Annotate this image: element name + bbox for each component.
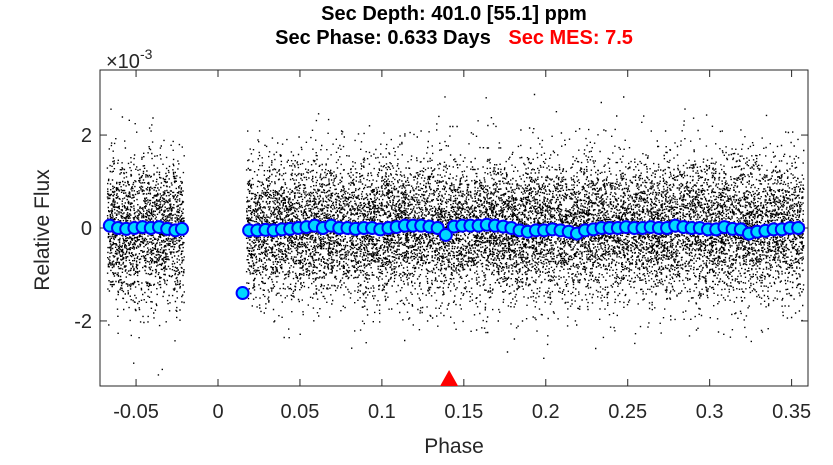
x-tick-label: 0.35 — [772, 401, 811, 423]
binned-point — [438, 227, 453, 242]
chart-title: Sec Depth: 401.0 [55.1] ppm Sec Phase: 0… — [100, 2, 808, 50]
y-exponent-base: ×10 — [106, 51, 140, 73]
x-tick-label: 0 — [212, 401, 223, 423]
binned-point — [174, 221, 189, 236]
y-exponent-power: -3 — [140, 46, 153, 62]
x-tick-label: 0.2 — [532, 401, 560, 423]
x-tick-label: 0.1 — [368, 401, 396, 423]
axis-ticks: -0.05 0 0.05 0.1 0.15 0.2 0.25 0.3 0.35 -2 0 2 — [74, 70, 811, 423]
binned-point — [791, 221, 806, 235]
raw-flux-cloud — [106, 93, 805, 376]
title-line1: Sec Depth: 401.0 [55.1] ppm — [321, 3, 587, 25]
x-tick-label: -0.05 — [113, 401, 159, 423]
binned-point — [235, 286, 250, 301]
x-axis-label: Phase — [424, 435, 484, 458]
x-tick-label: 0.25 — [608, 401, 647, 423]
sec-phase-label: Sec Phase: 0.633 Days — [275, 27, 491, 49]
binned-flux-points — [102, 217, 806, 301]
y-tick-label: -2 — [74, 311, 92, 333]
y-tick-label: 2 — [81, 125, 92, 147]
title-line2: Sec Phase: 0.633 Days Sec MES: 7.5 — [100, 26, 808, 50]
sec-mes-label: Sec MES: 7.5 — [508, 27, 633, 49]
y-axis-label: Relative Flux — [31, 169, 54, 291]
y-exponent-label: ×10-3 — [106, 46, 153, 73]
raw-flux-points — [106, 93, 805, 376]
x-tick-label: 0.15 — [444, 401, 483, 423]
secondary-phase-marker — [440, 370, 459, 386]
y-tick-label: 0 — [81, 218, 92, 240]
x-tick-label: 0.3 — [696, 401, 724, 423]
x-tick-label: 0.05 — [280, 401, 319, 423]
secondary-marker — [440, 370, 459, 386]
